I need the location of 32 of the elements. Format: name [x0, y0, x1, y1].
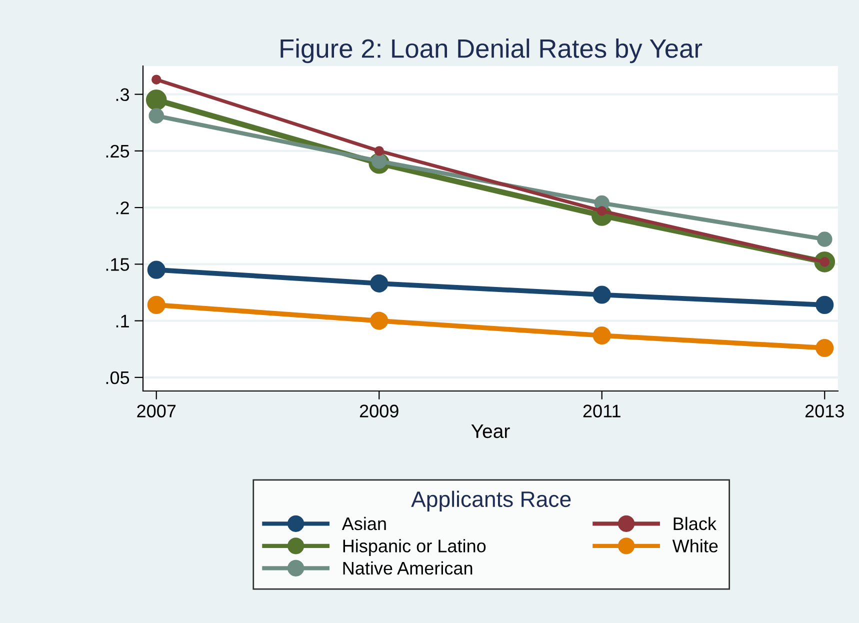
point: [816, 338, 834, 357]
point: [816, 296, 834, 314]
point: [370, 274, 388, 292]
legend-label: Black: [674, 516, 717, 530]
x-tick-label: 2007: [137, 404, 176, 418]
y-tick-label: .15: [106, 258, 130, 271]
x-tick-label: 2011: [583, 404, 620, 418]
point: [374, 146, 384, 156]
x-tick-label: 2013: [805, 404, 844, 418]
x-axis-title: Year: [471, 424, 510, 438]
point: [147, 260, 166, 279]
chart-title: Figure 2: Loan Denial Rates by Year: [280, 38, 702, 64]
y-tick-label: .2: [116, 201, 129, 214]
point: [148, 108, 164, 124]
legend-label: White: [672, 539, 718, 552]
legend-label: Native American: [343, 561, 472, 575]
point: [146, 90, 167, 110]
point: [597, 206, 607, 216]
x-tick-label: 2009: [360, 404, 398, 418]
y-tick-label: .1: [116, 314, 129, 328]
y-tick-label: .25: [106, 144, 130, 158]
legend-label: Asian: [342, 516, 386, 530]
point: [147, 296, 166, 314]
point: [152, 74, 162, 84]
legend-title: Applicants Race: [411, 490, 571, 512]
point: [592, 286, 611, 304]
point: [370, 312, 388, 330]
y-tick-label: .05: [106, 371, 130, 384]
legend-label: Hispanic or Latino: [343, 539, 486, 556]
point: [816, 232, 832, 247]
y-tick-label: .3: [116, 88, 130, 102]
point: [592, 326, 611, 345]
